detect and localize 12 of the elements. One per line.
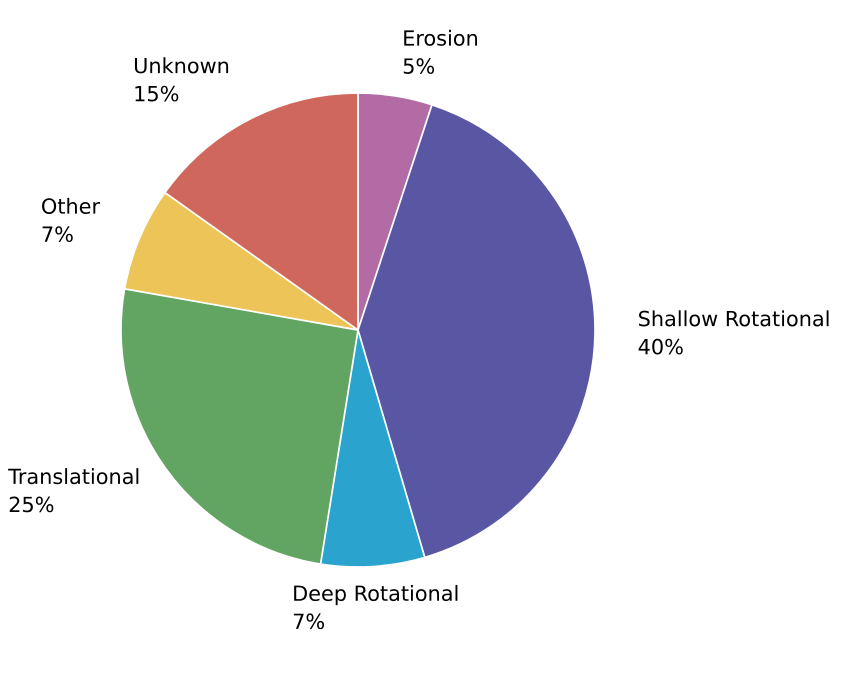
slice-label: Other: [42, 198, 100, 214]
data-label: 25%: [10, 496, 54, 512]
data-label: 40%: [638, 338, 683, 355]
slice-label: Erosion: [404, 30, 478, 46]
data-label: 5%: [404, 58, 434, 74]
data-label: 7%: [42, 226, 73, 242]
data-label: 15%: [135, 86, 178, 102]
slice-label: Deep Rotational: [294, 584, 458, 606]
slice-label: Unknown: [134, 57, 228, 74]
slice-label: Translational: [8, 468, 138, 484]
slice-label: Shallow Rotational: [639, 310, 829, 326]
data-label: 7%: [294, 613, 324, 630]
